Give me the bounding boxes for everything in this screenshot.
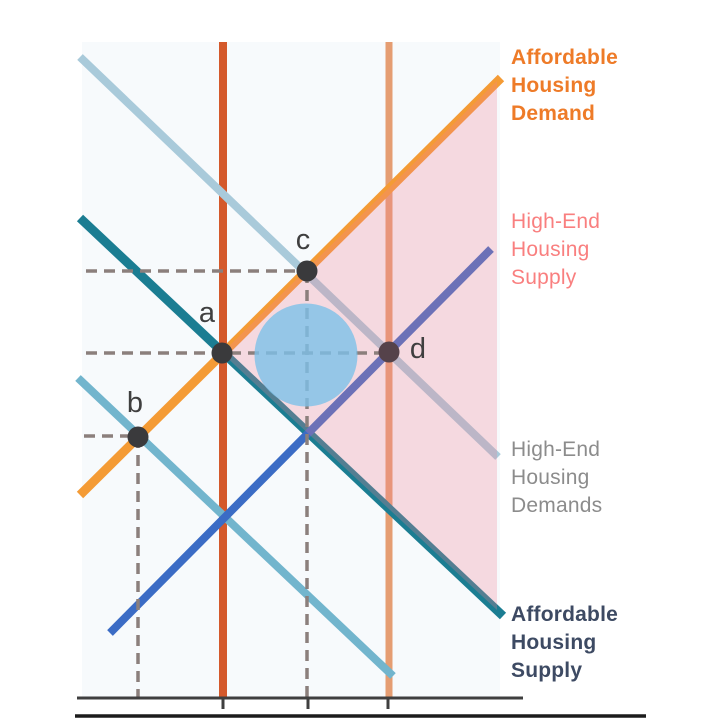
label-line: Supply — [511, 659, 583, 682]
high-end-housing-demands-label: High-End Housing Demands — [511, 436, 696, 520]
label-line: Demand — [511, 102, 596, 125]
point-a-dot — [211, 342, 233, 364]
point-a-label: a — [199, 297, 216, 329]
label-line: Housing — [511, 74, 597, 97]
highlight-circle — [254, 303, 358, 407]
pink-shortage-region — [222, 81, 497, 610]
high-end-housing-demands-line — [77, 54, 501, 460]
label-line: Housing — [511, 631, 597, 654]
label-line: High-End — [511, 210, 601, 233]
point-b-label: b — [127, 387, 143, 419]
label-line: Affordable — [511, 603, 618, 626]
affordable-housing-demand-label: Affordable Housing Demand — [511, 44, 696, 128]
affordable-housing-supply-label: Affordable Housing Supply — [511, 601, 696, 685]
point-d-dot — [378, 341, 400, 363]
high-end-housing-supply-label: High-End Housing Supply — [511, 208, 696, 292]
label-line: Affordable — [511, 46, 618, 69]
label-line: High-End — [511, 438, 601, 461]
x-axis — [77, 696, 523, 709]
point-b-dot — [127, 426, 149, 448]
label-line: Demands — [511, 494, 603, 517]
high-end-housing-supply-line — [107, 246, 494, 636]
label-line: Housing — [511, 238, 590, 261]
label-line: Housing — [511, 466, 590, 489]
affordable-housing-demand-line — [76, 74, 505, 499]
affordable-housing-supply-shifted-line — [75, 375, 396, 679]
label-line: Supply — [511, 266, 577, 289]
point-c-dot — [296, 260, 318, 282]
point-c-label: c — [296, 224, 311, 256]
affordable-housing-supply-line — [76, 214, 507, 620]
point-d-label: d — [410, 333, 426, 365]
